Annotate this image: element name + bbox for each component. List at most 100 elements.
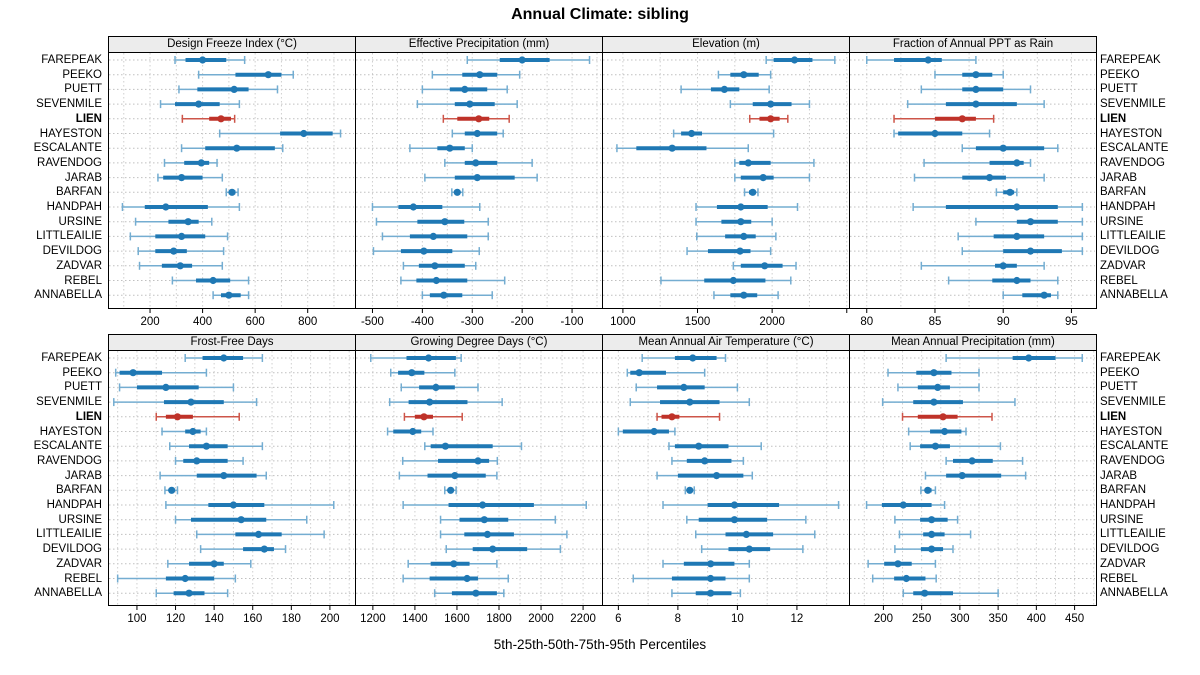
site-label-right-row2: ANNABELLA (1100, 587, 1168, 600)
site-label-right-row1: LITTLEAILIE (1100, 230, 1166, 243)
svg-text:400: 400 (1027, 613, 1046, 625)
site-label-right-row2: HAYESTON (1100, 425, 1163, 438)
svg-text:2000: 2000 (759, 316, 785, 328)
site-label-left-row1: HANDPAH (46, 201, 102, 213)
site-label-left-row2: SEVENMILE (36, 396, 102, 409)
panel-strip-title: Growing Degree Days (°C) (355, 334, 603, 351)
site-label-left-row2: ZADVAR (56, 557, 102, 570)
svg-text:140: 140 (205, 613, 224, 625)
svg-text:-100: -100 (561, 316, 584, 328)
site-label-right-row2: REBEL (1100, 572, 1138, 585)
site-label-right-row2: BARFAN (1100, 484, 1147, 497)
svg-text:1600: 1600 (444, 613, 470, 625)
panel-strip-title: Design Freeze Index (°C) (108, 36, 356, 53)
svg-text:160: 160 (243, 613, 262, 625)
site-label-left-row2: DEVILDOG (42, 543, 102, 556)
site-label-right-row2: PEEKO (1100, 366, 1140, 379)
svg-text:180: 180 (282, 613, 301, 625)
site-label-left-row1: REBEL (64, 274, 102, 287)
svg-text:-500: -500 (361, 316, 384, 328)
site-label-right-row1: ANNABELLA (1100, 289, 1168, 302)
svg-text:800: 800 (298, 316, 317, 328)
site-label-left-row2: JARAB (64, 469, 102, 482)
site-label-left-row2: BARFAN (55, 484, 102, 497)
panel-growing-degree-days-c-: 1200 1400 1600 1800 2000 2200 (355, 350, 603, 625)
svg-text:90: 90 (997, 316, 1010, 328)
site-label-left-row1: PEEKO (62, 68, 102, 81)
svg-text:1500: 1500 (685, 316, 711, 328)
panel-strip-title: Mean Annual Precipitation (mm) (849, 334, 1097, 351)
svg-text:300: 300 (950, 613, 969, 625)
svg-text:-300: -300 (461, 316, 484, 328)
site-label-right-row2: URSINE (1100, 513, 1144, 526)
panel-design-freeze-index-c-: 200 400 600 800 (108, 52, 356, 328)
panel-strip-title: Mean Annual Air Temperature (°C) (602, 334, 850, 351)
svg-text:2200: 2200 (570, 613, 596, 625)
site-label-right-row2: HANDPAH (1100, 499, 1156, 511)
svg-text:-400: -400 (411, 316, 434, 328)
site-label-right-row2: LIEN (1100, 410, 1127, 423)
site-label-left-row1: ANNABELLA (34, 289, 102, 302)
svg-text:200: 200 (140, 316, 159, 328)
site-label-right-row2: PUETT (1100, 381, 1138, 394)
svg-text:6: 6 (615, 613, 621, 625)
svg-text:600: 600 (246, 316, 265, 328)
panel-frost-free-days: 100 120 140 160 180 200 (108, 350, 356, 625)
site-label-left-row2: RAVENDOG (37, 454, 102, 467)
site-label-left-row1: LITTLEAILIE (36, 230, 102, 243)
panel-mean-annual-air-temperature-c-: 6 8 10 12 (602, 350, 850, 625)
panel-effective-precipitation-mm-: -500 -400 -300 -200 -100 (355, 52, 603, 328)
svg-text:350: 350 (989, 613, 1008, 625)
site-label-left-row2: ANNABELLA (34, 587, 102, 600)
site-label-left-row2: FAREPEAK (41, 352, 102, 364)
svg-text:8: 8 (675, 613, 681, 625)
svg-text:80: 80 (860, 316, 873, 328)
svg-text:120: 120 (166, 613, 185, 625)
svg-text:200: 200 (320, 613, 339, 625)
panel-mean-annual-precipitation-mm-: 200 250 300 350 400 450 (849, 350, 1097, 625)
site-label-right-row2: SEVENMILE (1100, 396, 1166, 409)
svg-text:12: 12 (791, 613, 804, 625)
site-label-right-row1: RAVENDOG (1100, 156, 1165, 169)
site-label-left-row1: RAVENDOG (37, 156, 102, 169)
svg-text:1200: 1200 (360, 613, 386, 625)
site-label-right-row1: REBEL (1100, 274, 1138, 287)
site-label-left-row2: LITTLEAILIE (36, 528, 102, 541)
chart-title: Annual Climate: sibling (511, 6, 689, 23)
site-label-left-row1: JARAB (64, 171, 102, 184)
site-label-right-row2: FAREPEAK (1100, 352, 1161, 364)
svg-text:85: 85 (929, 316, 942, 328)
svg-text:450: 450 (1065, 613, 1084, 625)
site-label-left-row1: DEVILDOG (42, 245, 102, 258)
site-label-left-row1: LIEN (75, 112, 102, 125)
svg-text:-200: -200 (511, 316, 534, 328)
percentile-caption: 5th-25th-50th-75th-95th Percentiles (493, 637, 707, 652)
site-label-left-row1: SEVENMILE (36, 98, 102, 111)
svg-text:1400: 1400 (402, 613, 428, 625)
site-label-left-row2: URSINE (58, 513, 102, 526)
site-label-left-row2: ESCALANTE (33, 440, 102, 453)
svg-text:10: 10 (731, 613, 744, 625)
panel-fraction-of-annual-ppt-as-rain: 80 85 90 95 (849, 52, 1097, 328)
site-label-left-row1: ESCALANTE (33, 142, 102, 155)
site-label-right-row2: JARAB (1100, 469, 1138, 482)
site-label-right-row1: JARAB (1100, 171, 1138, 184)
site-label-right-row1: LIEN (1100, 112, 1127, 125)
svg-text:100: 100 (127, 613, 146, 625)
panel-strip-title: Fraction of Annual PPT as Rain (849, 36, 1097, 53)
site-label-right-row1: HANDPAH (1100, 201, 1156, 213)
svg-text:1000: 1000 (610, 316, 636, 328)
site-label-left-row2: HAYESTON (39, 425, 102, 438)
site-label-right-row1: PEEKO (1100, 68, 1140, 81)
site-label-left-row2: HANDPAH (46, 499, 102, 511)
site-label-left-row2: PEEKO (62, 366, 102, 379)
site-label-right-row1: ZADVAR (1100, 259, 1146, 272)
svg-text:200: 200 (874, 613, 893, 625)
svg-text:400: 400 (193, 316, 212, 328)
site-label-right-row2: DEVILDOG (1100, 543, 1160, 556)
site-label-right-row1: ESCALANTE (1100, 142, 1169, 155)
svg-text:250: 250 (912, 613, 931, 625)
site-label-left-row1: ZADVAR (56, 259, 102, 272)
site-label-right-row1: PUETT (1100, 83, 1138, 96)
svg-text:2000: 2000 (528, 613, 554, 625)
